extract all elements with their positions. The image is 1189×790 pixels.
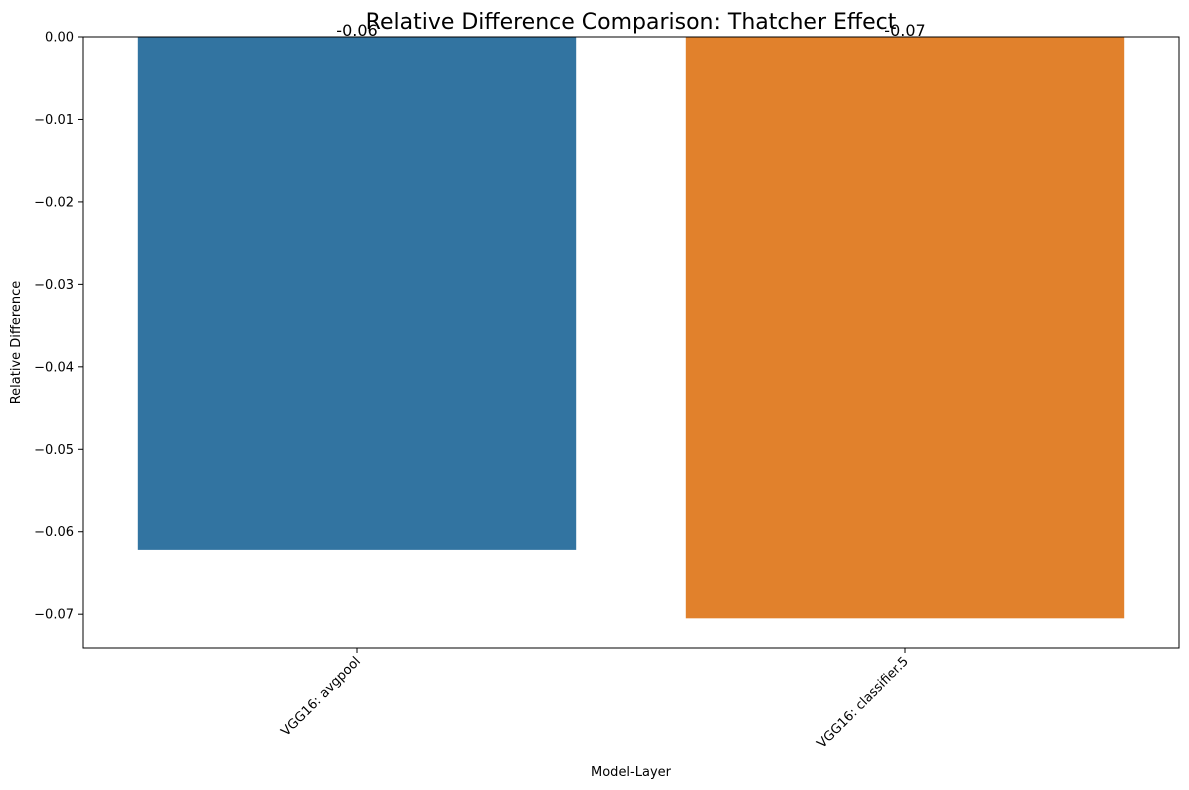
x-tick-label-0: VGG16: avgpool bbox=[278, 654, 363, 739]
bar-1 bbox=[685, 37, 1125, 619]
y-tick-label-4: −0.04 bbox=[34, 360, 74, 375]
y-axis-label: Relative Difference bbox=[9, 281, 24, 405]
x-tick-label-1: VGG16: classifier.5 bbox=[814, 654, 911, 751]
y-tick-label-0: 0.00 bbox=[45, 31, 74, 46]
plot-frame bbox=[82, 36, 1180, 649]
bars-group bbox=[137, 37, 1125, 619]
y-tick-label-6: −0.06 bbox=[34, 525, 74, 540]
bar-0 bbox=[137, 37, 577, 550]
x-axis-label: Model-Layer bbox=[591, 765, 672, 780]
y-tick-label-2: −0.02 bbox=[34, 195, 74, 210]
y-axis: 0.00 −0.01 −0.02 −0.03 −0.04 −0.05 −0.06 −0.07 bbox=[34, 31, 83, 623]
y-tick-label-1: −0.01 bbox=[34, 113, 74, 128]
data-labels-group: -0.06 -0.07 bbox=[336, 21, 925, 40]
data-label-0: -0.06 bbox=[336, 21, 377, 40]
y-tick-label-5: −0.05 bbox=[34, 443, 74, 458]
y-tick-label-3: −0.03 bbox=[34, 278, 74, 293]
y-tick-label-7: −0.07 bbox=[34, 608, 74, 623]
data-label-1: -0.07 bbox=[884, 21, 925, 40]
chart-title: Relative Difference Comparison: Thatcher… bbox=[366, 10, 897, 35]
x-axis: VGG16: avgpool VGG16: classifier.5 bbox=[278, 648, 912, 752]
